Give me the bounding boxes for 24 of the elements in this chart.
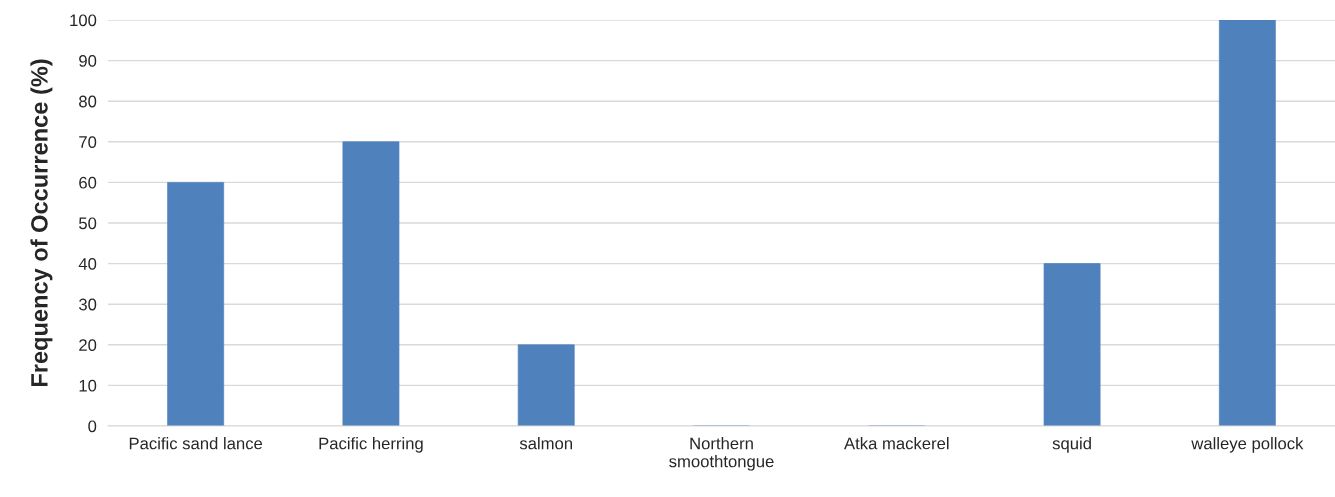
- y-tick-label: 80: [79, 95, 97, 108]
- bar: [167, 182, 225, 426]
- y-tick-label: 50: [79, 217, 97, 230]
- y-tick-label: 30: [78, 298, 97, 311]
- x-tick-label: walleye pollock: [1191, 437, 1304, 453]
- x-tick-label: Northern smoothtongue: [669, 437, 774, 471]
- x-tick-label: Atka mackerel: [844, 437, 949, 450]
- y-tick-label: 70: [79, 136, 97, 148]
- x-tick-label: squid: [1052, 437, 1091, 453]
- bar: [1218, 20, 1276, 426]
- y-tick-label: 0: [88, 420, 97, 433]
- y-tick-label: 20: [79, 339, 97, 351]
- x-tick-label: salmon: [519, 437, 572, 450]
- x-tick-label: Pacific sand lance: [129, 437, 263, 450]
- y-tick-label: 100: [70, 14, 97, 27]
- y-tick-label: 40: [78, 258, 97, 270]
- x-tick-label: Pacific herring: [319, 437, 423, 453]
- y-axis-title: Frequency of Occurrence (%): [30, 59, 53, 387]
- y-tick-label: 60: [79, 176, 97, 189]
- y-tick-label: 10: [79, 379, 97, 392]
- bar: [1043, 263, 1101, 426]
- bar: [342, 141, 400, 426]
- y-tick-label: 90: [79, 55, 97, 67]
- bar: [517, 344, 575, 426]
